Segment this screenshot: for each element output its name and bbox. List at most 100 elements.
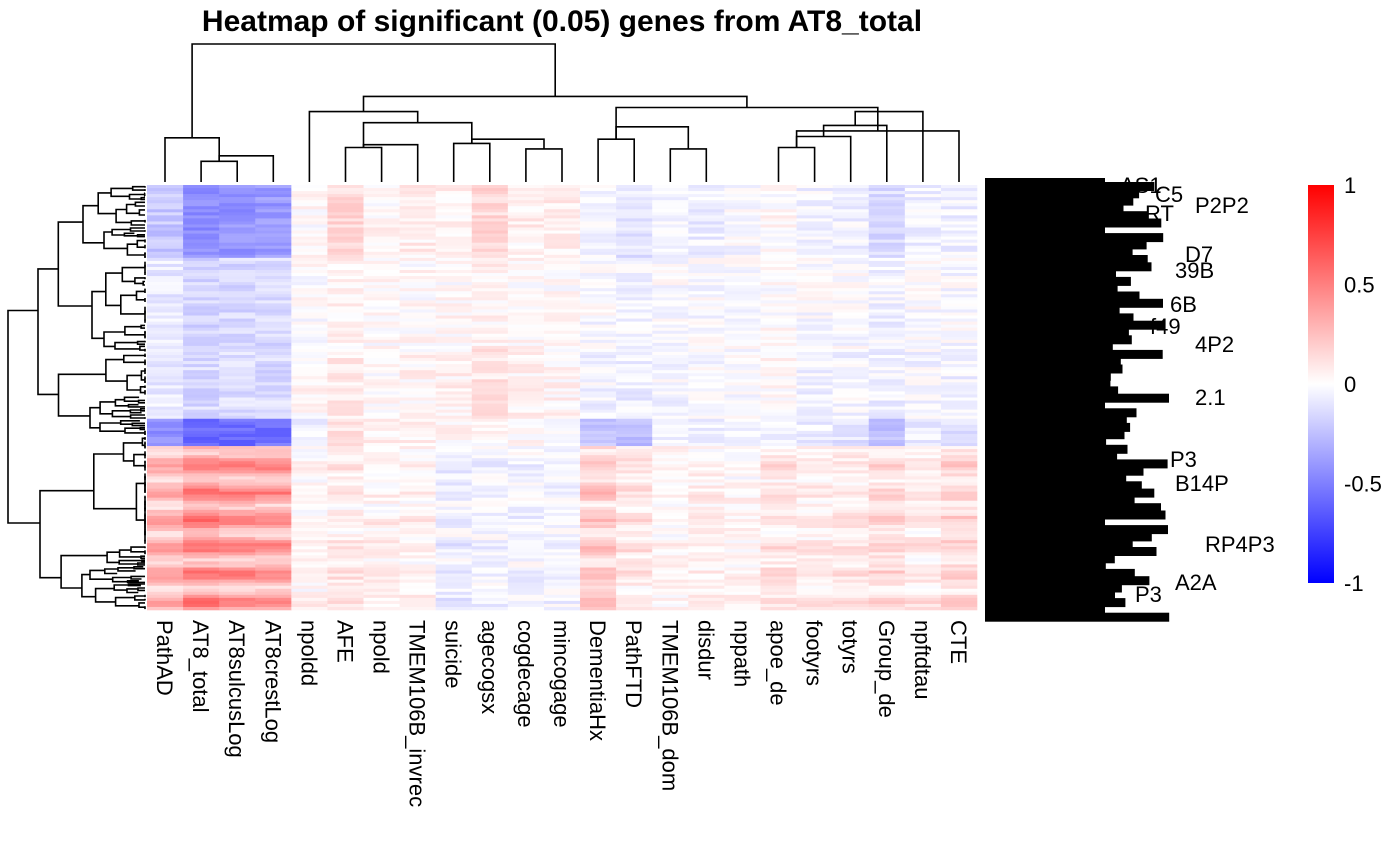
heatmap-cell xyxy=(543,418,581,423)
heatmap-cell xyxy=(147,330,184,335)
heatmap-cell xyxy=(363,518,400,523)
heatmap-cell xyxy=(471,579,509,583)
heatmap-cell xyxy=(147,394,184,398)
row-dendrogram-branch xyxy=(128,193,145,200)
row-label-overlap xyxy=(985,225,1101,235)
heatmap-cell xyxy=(327,239,364,243)
heatmap-cell xyxy=(904,327,942,332)
heatmap-cell xyxy=(507,327,545,332)
heatmap-cell xyxy=(616,257,653,262)
heatmap-cell xyxy=(724,482,761,486)
heatmap-cell xyxy=(399,248,436,253)
heatmap-cell xyxy=(760,558,797,562)
heatmap-cell xyxy=(471,573,509,577)
heatmap-cell xyxy=(435,418,473,423)
heatmap-cell xyxy=(255,376,292,380)
heatmap-cell xyxy=(291,521,328,526)
heatmap-cell xyxy=(327,570,364,574)
heatmap-cell xyxy=(327,579,364,583)
heatmap-cell xyxy=(291,351,328,356)
heatmap-cell xyxy=(471,191,509,195)
heatmap-cell xyxy=(399,403,436,407)
heatmap-cell xyxy=(940,191,978,195)
heatmap-cell xyxy=(291,561,328,565)
heatmap-cell xyxy=(832,254,870,259)
heatmap-cell xyxy=(291,433,328,438)
heatmap-cell xyxy=(399,409,436,413)
heatmap-cell xyxy=(507,561,545,565)
heatmap-cell xyxy=(147,370,184,374)
heatmap-cell xyxy=(507,534,545,538)
heatmap-cell xyxy=(399,506,436,511)
heatmap-cell xyxy=(760,473,797,477)
heatmap-cell xyxy=(580,500,617,505)
heatmap-cell xyxy=(832,597,870,602)
row-dendrogram-branch xyxy=(140,555,145,559)
heatmap-cell xyxy=(652,382,689,386)
heatmap-cell xyxy=(904,488,942,492)
heatmap-cell xyxy=(219,433,256,438)
heatmap-cell xyxy=(219,518,256,523)
heatmap-cell xyxy=(904,254,942,259)
heatmap-cell xyxy=(543,397,581,401)
heatmap-cell xyxy=(904,467,942,471)
heatmap-cell xyxy=(688,294,725,298)
heatmap-cell xyxy=(399,270,436,274)
heatmap-cell xyxy=(507,543,545,547)
heatmap-cell xyxy=(363,400,400,404)
heatmap-cell xyxy=(580,412,617,417)
heatmap-cell xyxy=(147,494,184,498)
heatmap-cell xyxy=(183,464,220,468)
heatmap-cell xyxy=(255,576,292,580)
heatmap-cell xyxy=(580,552,617,556)
heatmap-cell xyxy=(183,585,220,590)
heatmap-cell xyxy=(183,188,220,192)
heatmap-cell xyxy=(219,355,256,359)
heatmap-cell xyxy=(363,567,400,571)
heatmap-cell xyxy=(904,285,942,289)
heatmap-cell xyxy=(652,364,689,368)
heatmap-cell xyxy=(363,373,400,377)
heatmap-cell xyxy=(291,318,328,322)
heatmap-cell xyxy=(363,285,400,289)
heatmap-cell xyxy=(904,185,942,189)
heatmap-cell xyxy=(580,482,617,486)
heatmap-cell xyxy=(616,382,653,386)
heatmap-cell xyxy=(688,348,725,353)
heatmap-cell xyxy=(760,467,797,471)
heatmap-cell xyxy=(616,528,653,532)
heatmap-cell xyxy=(616,361,653,365)
heatmap-cell xyxy=(652,376,689,380)
heatmap-cell xyxy=(363,303,400,307)
heatmap-cell xyxy=(868,336,906,341)
heatmap-cell xyxy=(255,525,292,529)
heatmap-cell xyxy=(832,324,870,328)
heatmap-cell xyxy=(904,388,942,392)
heatmap-cell xyxy=(868,518,906,523)
heatmap-cell xyxy=(616,348,653,353)
heatmap-cell xyxy=(543,603,581,608)
heatmap-cell xyxy=(688,242,725,247)
heatmap-cell xyxy=(507,260,545,265)
heatmap-cell xyxy=(760,573,797,577)
heatmap-cell xyxy=(183,591,220,596)
heatmap-cell xyxy=(868,543,906,547)
heatmap-cell xyxy=(652,294,689,298)
heatmap-cell xyxy=(219,418,256,423)
heatmap-cell xyxy=(940,212,978,216)
heatmap-cell xyxy=(399,312,436,316)
heatmap-cell xyxy=(219,443,256,447)
row-dendrogram-branch xyxy=(129,409,142,414)
heatmap-cell xyxy=(760,567,797,571)
heatmap-cell xyxy=(832,521,870,526)
heatmap-cell xyxy=(435,509,473,514)
heatmap-cell xyxy=(724,200,761,204)
heatmap-cell xyxy=(543,379,581,383)
heatmap-cell xyxy=(147,549,184,553)
heatmap-cell xyxy=(255,573,292,577)
heatmap-cell xyxy=(183,409,220,413)
heatmap-cell xyxy=(327,221,364,225)
heatmap-cell xyxy=(904,394,942,398)
heatmap-cell xyxy=(327,330,364,335)
heatmap-cell xyxy=(904,452,942,456)
